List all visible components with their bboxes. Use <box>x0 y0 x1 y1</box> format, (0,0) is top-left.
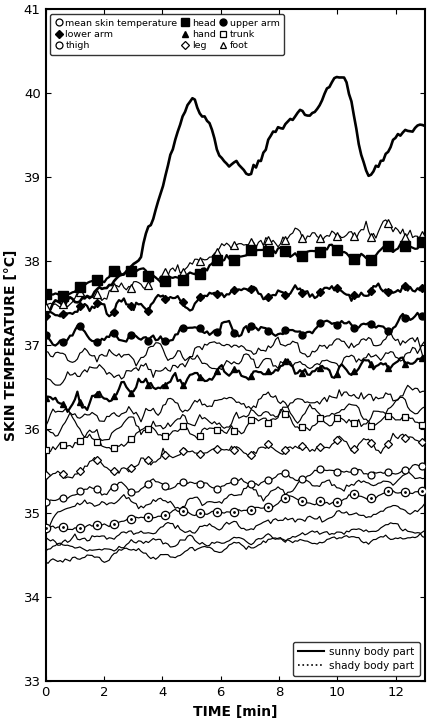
X-axis label: TIME [min]: TIME [min] <box>193 705 278 719</box>
Y-axis label: SKIN TEMPERATURE [°C]: SKIN TEMPERATURE [°C] <box>4 249 18 441</box>
Legend: sunny body part, shady body part: sunny body part, shady body part <box>293 641 420 676</box>
